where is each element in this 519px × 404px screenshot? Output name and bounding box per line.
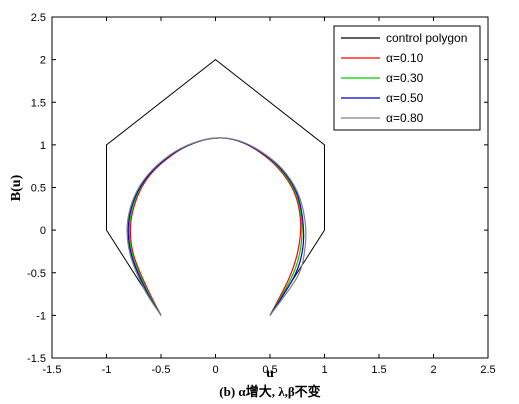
- x-tick-label: -0.5: [152, 364, 171, 376]
- y-tick-label: 1: [40, 140, 46, 152]
- x-tick-label: 2: [430, 364, 436, 376]
- y-tick-label: 2.5: [31, 12, 46, 24]
- y-tick-label: 0.5: [31, 183, 46, 195]
- x-tick-label: 0.5: [262, 364, 277, 376]
- figure-caption: (b) α增大, λ,β不变: [219, 384, 320, 399]
- x-tick-label: -1: [102, 364, 112, 376]
- y-axis-label: B(u): [9, 174, 24, 201]
- x-tick-label: 1.5: [371, 364, 386, 376]
- series-line-alpha-4: [126, 137, 307, 316]
- legend-label: α=0.30: [386, 71, 424, 85]
- y-tick-label: 0: [40, 225, 46, 237]
- legend-label: α=0.50: [386, 91, 424, 105]
- legend-label: control polygon: [386, 31, 467, 45]
- y-tick-label: 2: [40, 55, 46, 67]
- legend-label: α=0.10: [386, 51, 424, 65]
- y-tick-label: -1: [36, 310, 46, 322]
- series-line-control-polygon: [106, 58, 325, 316]
- y-tick-label: -1.5: [27, 353, 46, 365]
- legend: control polygon α=0.10 α=0.30 α=0.50 α=0.80: [333, 25, 481, 131]
- x-tick-label: -1.5: [43, 364, 62, 376]
- x-tick-label: 2.5: [480, 364, 495, 376]
- legend-label: α=0.80: [386, 111, 424, 125]
- x-axis-label: u: [266, 366, 274, 381]
- axis-ticks: -1.5 -1 -0.5 0 0.5 1 1.5 2 2.5 -1.5 -1 -0.5 0 0.5 1 1.5…: [27, 12, 496, 376]
- x-tick-label: 1: [321, 364, 327, 376]
- x-tick-label: 0: [212, 364, 218, 376]
- series-layer: [106, 58, 325, 316]
- y-tick-label: 1.5: [31, 97, 46, 109]
- y-tick-label: -0.5: [27, 268, 46, 280]
